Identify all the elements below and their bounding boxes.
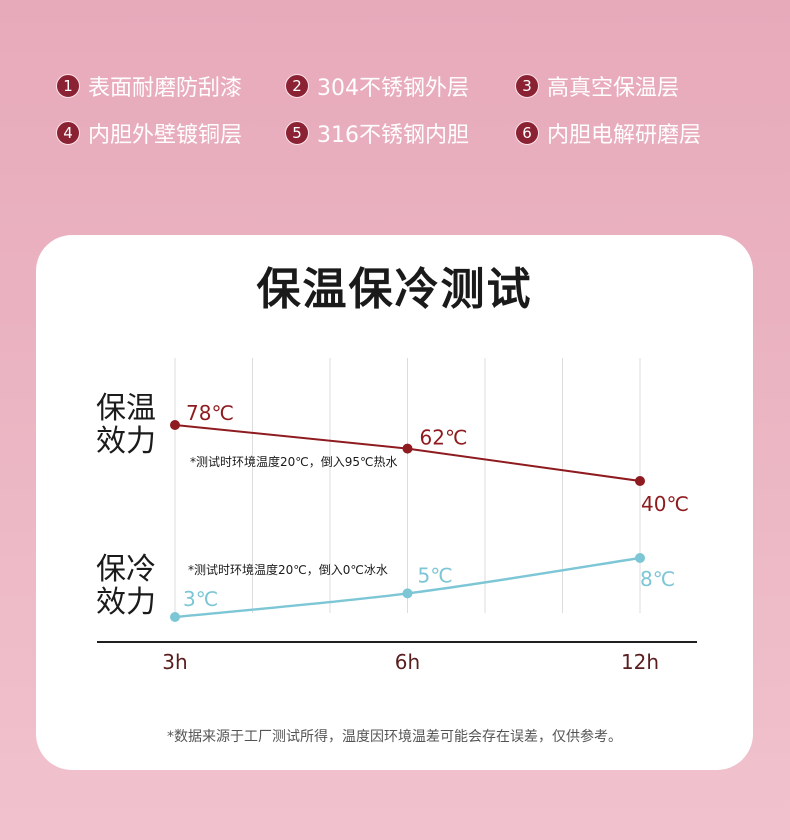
number-badge: 4 <box>56 121 80 145</box>
feature-item: 3 高真空保温层 <box>515 71 679 101</box>
number-badge: 1 <box>56 74 80 98</box>
number-badge: 6 <box>515 121 539 145</box>
feature-item: 1 表面耐磨防刮漆 <box>56 71 242 101</box>
feature-item: 6 内胆电解研磨层 <box>515 118 701 148</box>
cold-test-note: *测试时环境温度20℃，倒入0℃冰水 <box>188 563 388 577</box>
feature-item: 2 304不锈钢外层 <box>285 71 469 101</box>
warm-data-point <box>170 420 180 430</box>
chart-title: 保温保冷测试 <box>256 264 533 315</box>
temperature-line-chart: 3h 6h 12h 78℃ 62℃ 40℃ 3℃ 5℃ 8℃ <box>97 358 697 674</box>
warm-test-note: *测试时环境温度20℃，倒入95℃热水 <box>190 455 398 469</box>
feature-item: 5 316不锈钢内胆 <box>285 118 469 148</box>
x-tick-label: 6h <box>395 650 420 674</box>
cold-data-point <box>635 553 645 563</box>
warm-value-label: 78℃ <box>186 401 234 425</box>
cold-data-point <box>402 588 413 599</box>
cold-value-label: 5℃ <box>418 563 453 587</box>
feature-text: 高真空保温层 <box>547 76 680 101</box>
warm-data-point <box>635 476 645 486</box>
x-tick-label: 3h <box>162 650 187 674</box>
x-tick-label: 12h <box>621 650 659 674</box>
feature-text: 304不锈钢外层 <box>317 76 469 101</box>
number-badge: 2 <box>285 74 309 98</box>
warm-value-label: 62℃ <box>420 426 468 450</box>
feature-text: 内胆外壁镀铜层 <box>88 123 243 148</box>
warm-effect-label: 保温效力 <box>96 391 156 459</box>
feature-text: 316不锈钢内胆 <box>317 123 469 148</box>
cold-data-point <box>170 612 180 622</box>
test-card: 保温保冷测试 3h 6h 12h 78℃ 62℃ 40℃ 3℃ 5℃ 8℃ 保温效力 保冷效力 … <box>36 235 753 770</box>
number-badge: 5 <box>285 121 309 145</box>
cold-effect-label: 保冷效力 <box>96 552 156 620</box>
cold-value-label: 3℃ <box>183 587 218 611</box>
number-badge: 3 <box>515 74 539 98</box>
data-source-footnote: *数据来源于工厂测试所得，温度因环境温差可能会存在误差，仅供参考。 <box>167 729 622 745</box>
feature-text: 表面耐磨防刮漆 <box>88 76 243 101</box>
warm-data-point <box>402 443 413 454</box>
warm-value-label: 40℃ <box>641 492 689 516</box>
cold-value-label: 8℃ <box>640 567 675 591</box>
feature-item: 4 内胆外壁镀铜层 <box>56 118 242 148</box>
feature-text: 内胆电解研磨层 <box>547 123 702 148</box>
